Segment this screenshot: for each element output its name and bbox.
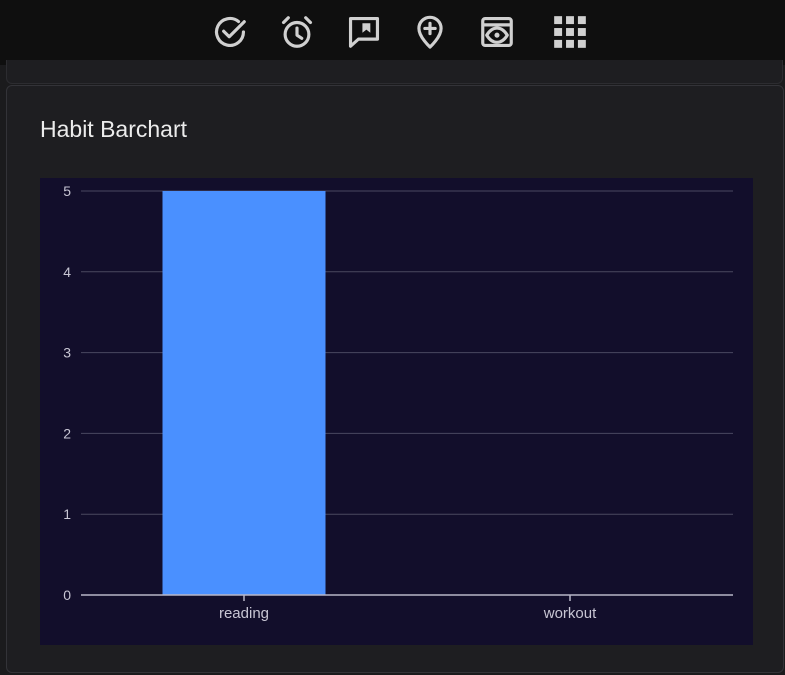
bar-reading <box>163 191 326 595</box>
alarm-clock-icon[interactable] <box>277 12 317 52</box>
x-tick-label: reading <box>219 605 269 622</box>
add-location-icon[interactable] <box>410 12 450 52</box>
y-tick-label: 0 <box>63 587 71 603</box>
check-circle-icon[interactable] <box>210 12 250 52</box>
habit-barchart-card: Habit Barchart 0 1 2 3 4 5 reading workout <box>6 85 784 673</box>
bookmark-comment-icon[interactable] <box>344 12 384 52</box>
y-tick-label: 1 <box>63 506 71 522</box>
card-title: Habit Barchart <box>40 116 187 143</box>
y-tick-label: 5 <box>63 183 71 199</box>
bar-chart: 0 1 2 3 4 5 reading workout <box>40 178 753 645</box>
y-tick-label: 2 <box>63 425 71 441</box>
preview-window-icon[interactable] <box>477 12 517 52</box>
x-tick-label: workout <box>543 605 597 622</box>
y-tick-label: 4 <box>63 264 71 280</box>
previous-card-edge <box>6 60 783 84</box>
apps-grid-icon[interactable] <box>550 12 590 52</box>
chart-area: 0 1 2 3 4 5 reading workout <box>40 178 753 645</box>
top-toolbar <box>0 0 785 65</box>
y-tick-label: 3 <box>63 345 71 361</box>
